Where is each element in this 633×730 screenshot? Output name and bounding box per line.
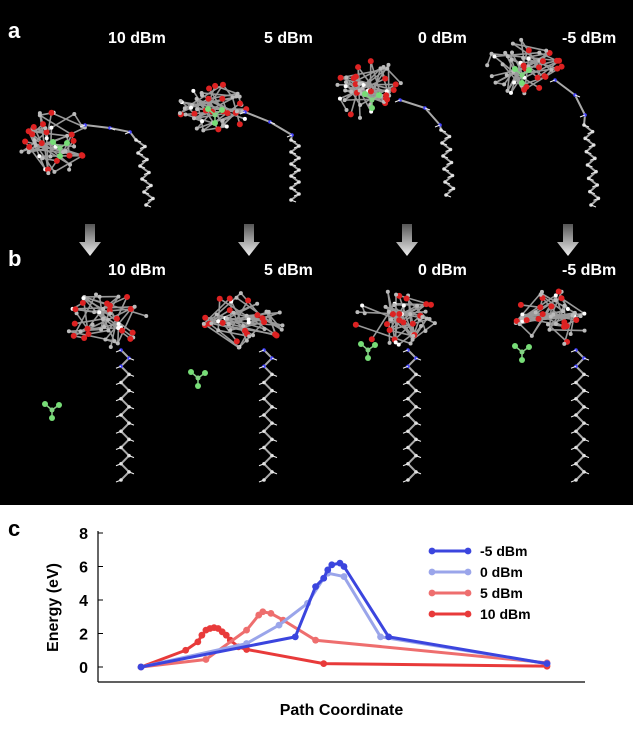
energy-path-chart: 0 2 4 6 8 Energy (eV) Path Coordinate -5 dBm 0 … bbox=[45, 526, 585, 719]
x-axis-label: Path Coordinate bbox=[280, 702, 404, 719]
panel-label-a: a bbox=[8, 18, 21, 43]
panel-label-b: b bbox=[8, 246, 22, 271]
legend-marker bbox=[428, 547, 436, 555]
row-a-label-2: 5 dBm bbox=[264, 30, 313, 47]
legend-label: -5 dBm bbox=[480, 543, 527, 559]
chain-b1 bbox=[115, 348, 135, 483]
chain-a2 bbox=[239, 110, 301, 203]
chlorine-a2 bbox=[205, 106, 225, 126]
chain-b3 bbox=[402, 348, 422, 483]
legend-marker bbox=[428, 610, 436, 618]
molecule-b4 bbox=[513, 288, 587, 346]
data-point bbox=[320, 574, 328, 582]
chain-a4 bbox=[549, 78, 601, 208]
data-point bbox=[328, 561, 336, 569]
y-tick-label: 0 bbox=[79, 660, 88, 677]
legend-item: 10 dBm bbox=[428, 606, 531, 622]
molecule-b2 bbox=[201, 291, 285, 350]
data-point bbox=[198, 631, 206, 639]
molecule-b3 bbox=[352, 289, 437, 347]
legend-item: 5 dBm bbox=[428, 585, 523, 601]
row-a-label-4: -5 dBm bbox=[562, 30, 617, 47]
legend-marker bbox=[464, 589, 472, 597]
chlorine-b1 bbox=[42, 401, 62, 421]
data-point bbox=[202, 656, 210, 663]
row-a-label-3: 0 dBm bbox=[418, 30, 467, 47]
legend-marker bbox=[464, 568, 472, 576]
y-axis-label: Energy (eV) bbox=[45, 563, 62, 652]
molecule-b1 bbox=[66, 292, 149, 349]
data-point bbox=[312, 583, 319, 590]
chain-a1 bbox=[79, 123, 155, 208]
legend-marker bbox=[464, 610, 472, 618]
y-tick-label: 2 bbox=[79, 627, 88, 644]
chlorine-b4 bbox=[512, 343, 532, 363]
row-a-label-1: 10 dBm bbox=[108, 30, 166, 47]
legend-item: 0 dBm bbox=[428, 564, 523, 580]
legend-item: -5 dBm bbox=[428, 543, 527, 559]
legend-marker bbox=[428, 589, 436, 597]
data-point bbox=[291, 633, 299, 641]
series--5dbm bbox=[137, 559, 551, 671]
data-point bbox=[182, 646, 190, 654]
data-point bbox=[275, 621, 283, 629]
chain-a3 bbox=[394, 98, 456, 198]
down-arrow-icon bbox=[238, 224, 260, 256]
row-b-label-1: 10 dBm bbox=[108, 262, 166, 279]
chlorine-a4 bbox=[512, 66, 532, 86]
molecule-structures bbox=[19, 37, 601, 483]
down-arrow-icon bbox=[79, 224, 101, 256]
y-tick-label: 4 bbox=[79, 593, 88, 610]
data-point bbox=[222, 631, 230, 639]
legend-label: 5 dBm bbox=[480, 585, 523, 601]
molecule-a1 bbox=[19, 109, 87, 176]
down-arrow-icon bbox=[557, 224, 579, 256]
data-point bbox=[377, 633, 384, 641]
data-point bbox=[385, 633, 393, 641]
row-b-label-2: 5 dBm bbox=[264, 262, 313, 279]
chlorine-b2 bbox=[188, 369, 208, 389]
data-point bbox=[267, 610, 275, 617]
data-point bbox=[543, 660, 551, 668]
row-b-label-4: -5 dBm bbox=[562, 262, 617, 279]
data-point bbox=[137, 663, 145, 671]
data-point bbox=[320, 660, 328, 668]
chlorine-a1 bbox=[50, 139, 70, 159]
data-point bbox=[340, 563, 348, 570]
legend-label: 0 dBm bbox=[480, 564, 523, 580]
y-tick-label: 6 bbox=[79, 560, 88, 577]
series-10dbm bbox=[137, 624, 551, 671]
y-tick-label: 8 bbox=[79, 526, 88, 543]
data-point bbox=[312, 636, 319, 644]
legend-label: 10 dBm bbox=[480, 606, 531, 622]
data-point bbox=[340, 573, 348, 580]
molecule-panels: a b 10 dBm 5 dBm 0 dBm -5 dBm 10 dBm 5 d… bbox=[0, 0, 633, 505]
chlorine-b3 bbox=[358, 341, 378, 361]
legend-marker bbox=[464, 547, 472, 555]
data-point bbox=[194, 638, 202, 646]
legend-marker bbox=[428, 568, 436, 576]
molecule-a4 bbox=[485, 37, 565, 96]
down-arrow-icon bbox=[396, 224, 418, 256]
molecule-a3 bbox=[335, 58, 403, 120]
data-point bbox=[324, 566, 332, 574]
panel-label-c: c bbox=[8, 516, 21, 541]
data-point bbox=[259, 608, 267, 616]
chain-b4 bbox=[570, 348, 590, 483]
chain-b2 bbox=[258, 348, 278, 483]
row-b-label-3: 0 dBm bbox=[418, 262, 467, 279]
chlorine-a3 bbox=[362, 91, 382, 111]
data-point bbox=[243, 626, 250, 634]
